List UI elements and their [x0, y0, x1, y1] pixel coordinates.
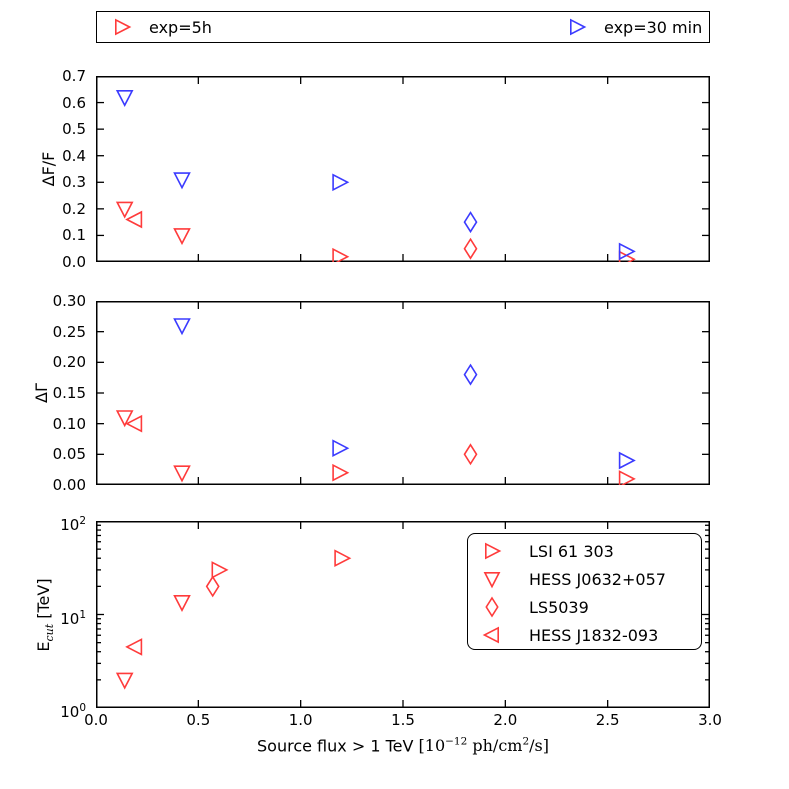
x-tick-label: 2.5: [595, 711, 620, 729]
data-point-marker: [334, 549, 352, 568]
legend-label: LS5039: [529, 597, 589, 617]
legend-entry-exp-30min: exp=30 min: [566, 12, 702, 42]
plot-area: [96, 76, 710, 262]
triangle-right-icon: [481, 540, 503, 562]
y-tick-label: 0.30: [52, 292, 86, 310]
y-tick-label: 102: [60, 515, 86, 534]
exp-30min-marker-icon: [566, 16, 588, 38]
data-point-marker: [332, 439, 350, 458]
data-point-marker: [125, 638, 143, 656]
y-tick-label: 0.5: [62, 120, 86, 139]
data-point-marker: [332, 173, 350, 192]
y-tick-label: 0.20: [52, 353, 86, 372]
data-point-marker: [115, 410, 134, 428]
legend-marker: [483, 572, 501, 589]
legend-entry-exp-5h: exp=5h: [111, 12, 212, 42]
x-tick-label: 1.0: [288, 711, 313, 729]
data-point-marker: [205, 575, 220, 598]
triangle-left-icon: [482, 626, 500, 644]
data-point-marker: [173, 595, 191, 613]
diamond-icon: [481, 596, 503, 618]
diamond-icon: [485, 596, 499, 618]
data-point-marker: [173, 318, 191, 336]
legend-entry-lsi-61-303: LSI 61 303: [468, 537, 701, 565]
data-point-marker: [125, 210, 143, 229]
axes-frame: [96, 76, 710, 262]
legend-label: HESS J1832-093: [529, 625, 659, 645]
y-tick-label: 0.6: [62, 93, 86, 112]
triangle-right-icon: [570, 18, 587, 36]
data-point-marker: [115, 672, 134, 690]
data-point-marker: [173, 228, 191, 246]
legend-label: exp=5h: [149, 17, 212, 37]
data-point-marker: [173, 172, 191, 190]
legend-label: LSI 61 303: [529, 541, 614, 561]
y-tick-label: 0.25: [52, 322, 86, 341]
x-tick-label: 1.5: [391, 711, 415, 729]
data-point-marker: [463, 443, 478, 466]
axes-frame: [96, 521, 710, 708]
data-point-marker: [618, 470, 636, 485]
exposure-legend: exp=5h exp=30 min: [96, 11, 710, 43]
legend-marker: [115, 18, 132, 36]
x-axis-label: Source flux > 1 TeV [10−12 ph/cm2/s]: [257, 736, 549, 756]
legend-marker: [570, 18, 587, 36]
data-point-marker: [618, 242, 636, 261]
y-tick-label: 0.05: [52, 445, 86, 464]
legend-label: HESS J0632+057: [529, 569, 666, 589]
y-tick-label: 0.0: [62, 253, 86, 271]
plot-area: [96, 301, 710, 485]
x-tick-label: 2.0: [493, 711, 518, 729]
triangle-right-icon: [115, 18, 132, 36]
legend-entry-hess-j0632: HESS J0632+057: [468, 565, 701, 593]
data-point-marker: [332, 463, 350, 482]
data-point-marker: [115, 90, 134, 108]
data-point-marker: [463, 237, 478, 260]
legend-entry-hess-j1832: HESS J1832-093: [468, 621, 701, 649]
subplot-delta-gamma: [96, 301, 710, 485]
triangle-down-icon: [481, 568, 503, 590]
subplot-delta-f-over-f: [96, 76, 710, 262]
y-tick-label: 0.3: [62, 173, 86, 192]
triangle-right-icon: [485, 542, 502, 560]
legend-marker: [485, 596, 499, 618]
legend-marker: [485, 542, 502, 560]
y-tick-label: 0.10: [52, 414, 86, 433]
subplot-e-cut: [96, 521, 710, 708]
legend-marker: [482, 626, 500, 644]
data-point-marker: [463, 211, 478, 234]
y-axis-label-delta-f: ΔF/F: [39, 151, 58, 187]
y-tick-label: 0.15: [52, 384, 86, 402]
triangle-left-icon: [481, 624, 503, 646]
data-point-marker: [173, 465, 191, 483]
data-point-marker: [211, 561, 229, 579]
x-tick-label: 0.5: [186, 711, 211, 729]
plot-area: [96, 521, 710, 708]
y-tick-label: 0.7: [62, 67, 86, 85]
y-tick-label: 100: [60, 702, 86, 721]
data-point-marker: [332, 247, 350, 262]
axes-frame: [96, 301, 710, 485]
legend-entry-ls5039: LS5039: [468, 593, 701, 621]
x-tick-label: 3.0: [698, 711, 722, 729]
y-tick-label: 0.2: [62, 199, 86, 218]
exp-5h-marker-icon: [111, 16, 133, 38]
triangle-down-icon: [483, 572, 501, 589]
data-point-marker: [115, 201, 134, 219]
source-legend: LSI 61 303 HESS J0632+057 LS5039 HESS J1…: [467, 533, 702, 650]
x-tick-label: 0.0: [84, 711, 108, 729]
data-point-marker: [618, 451, 636, 470]
y-tick-label: 0.1: [62, 226, 86, 245]
y-tick-label: 101: [60, 608, 86, 628]
legend-label: exp=30 min: [604, 17, 703, 37]
data-point-marker: [463, 363, 478, 386]
data-point-marker: [125, 414, 143, 433]
y-tick-label: 0.00: [52, 476, 86, 494]
y-tick-label: 0.4: [62, 146, 86, 165]
